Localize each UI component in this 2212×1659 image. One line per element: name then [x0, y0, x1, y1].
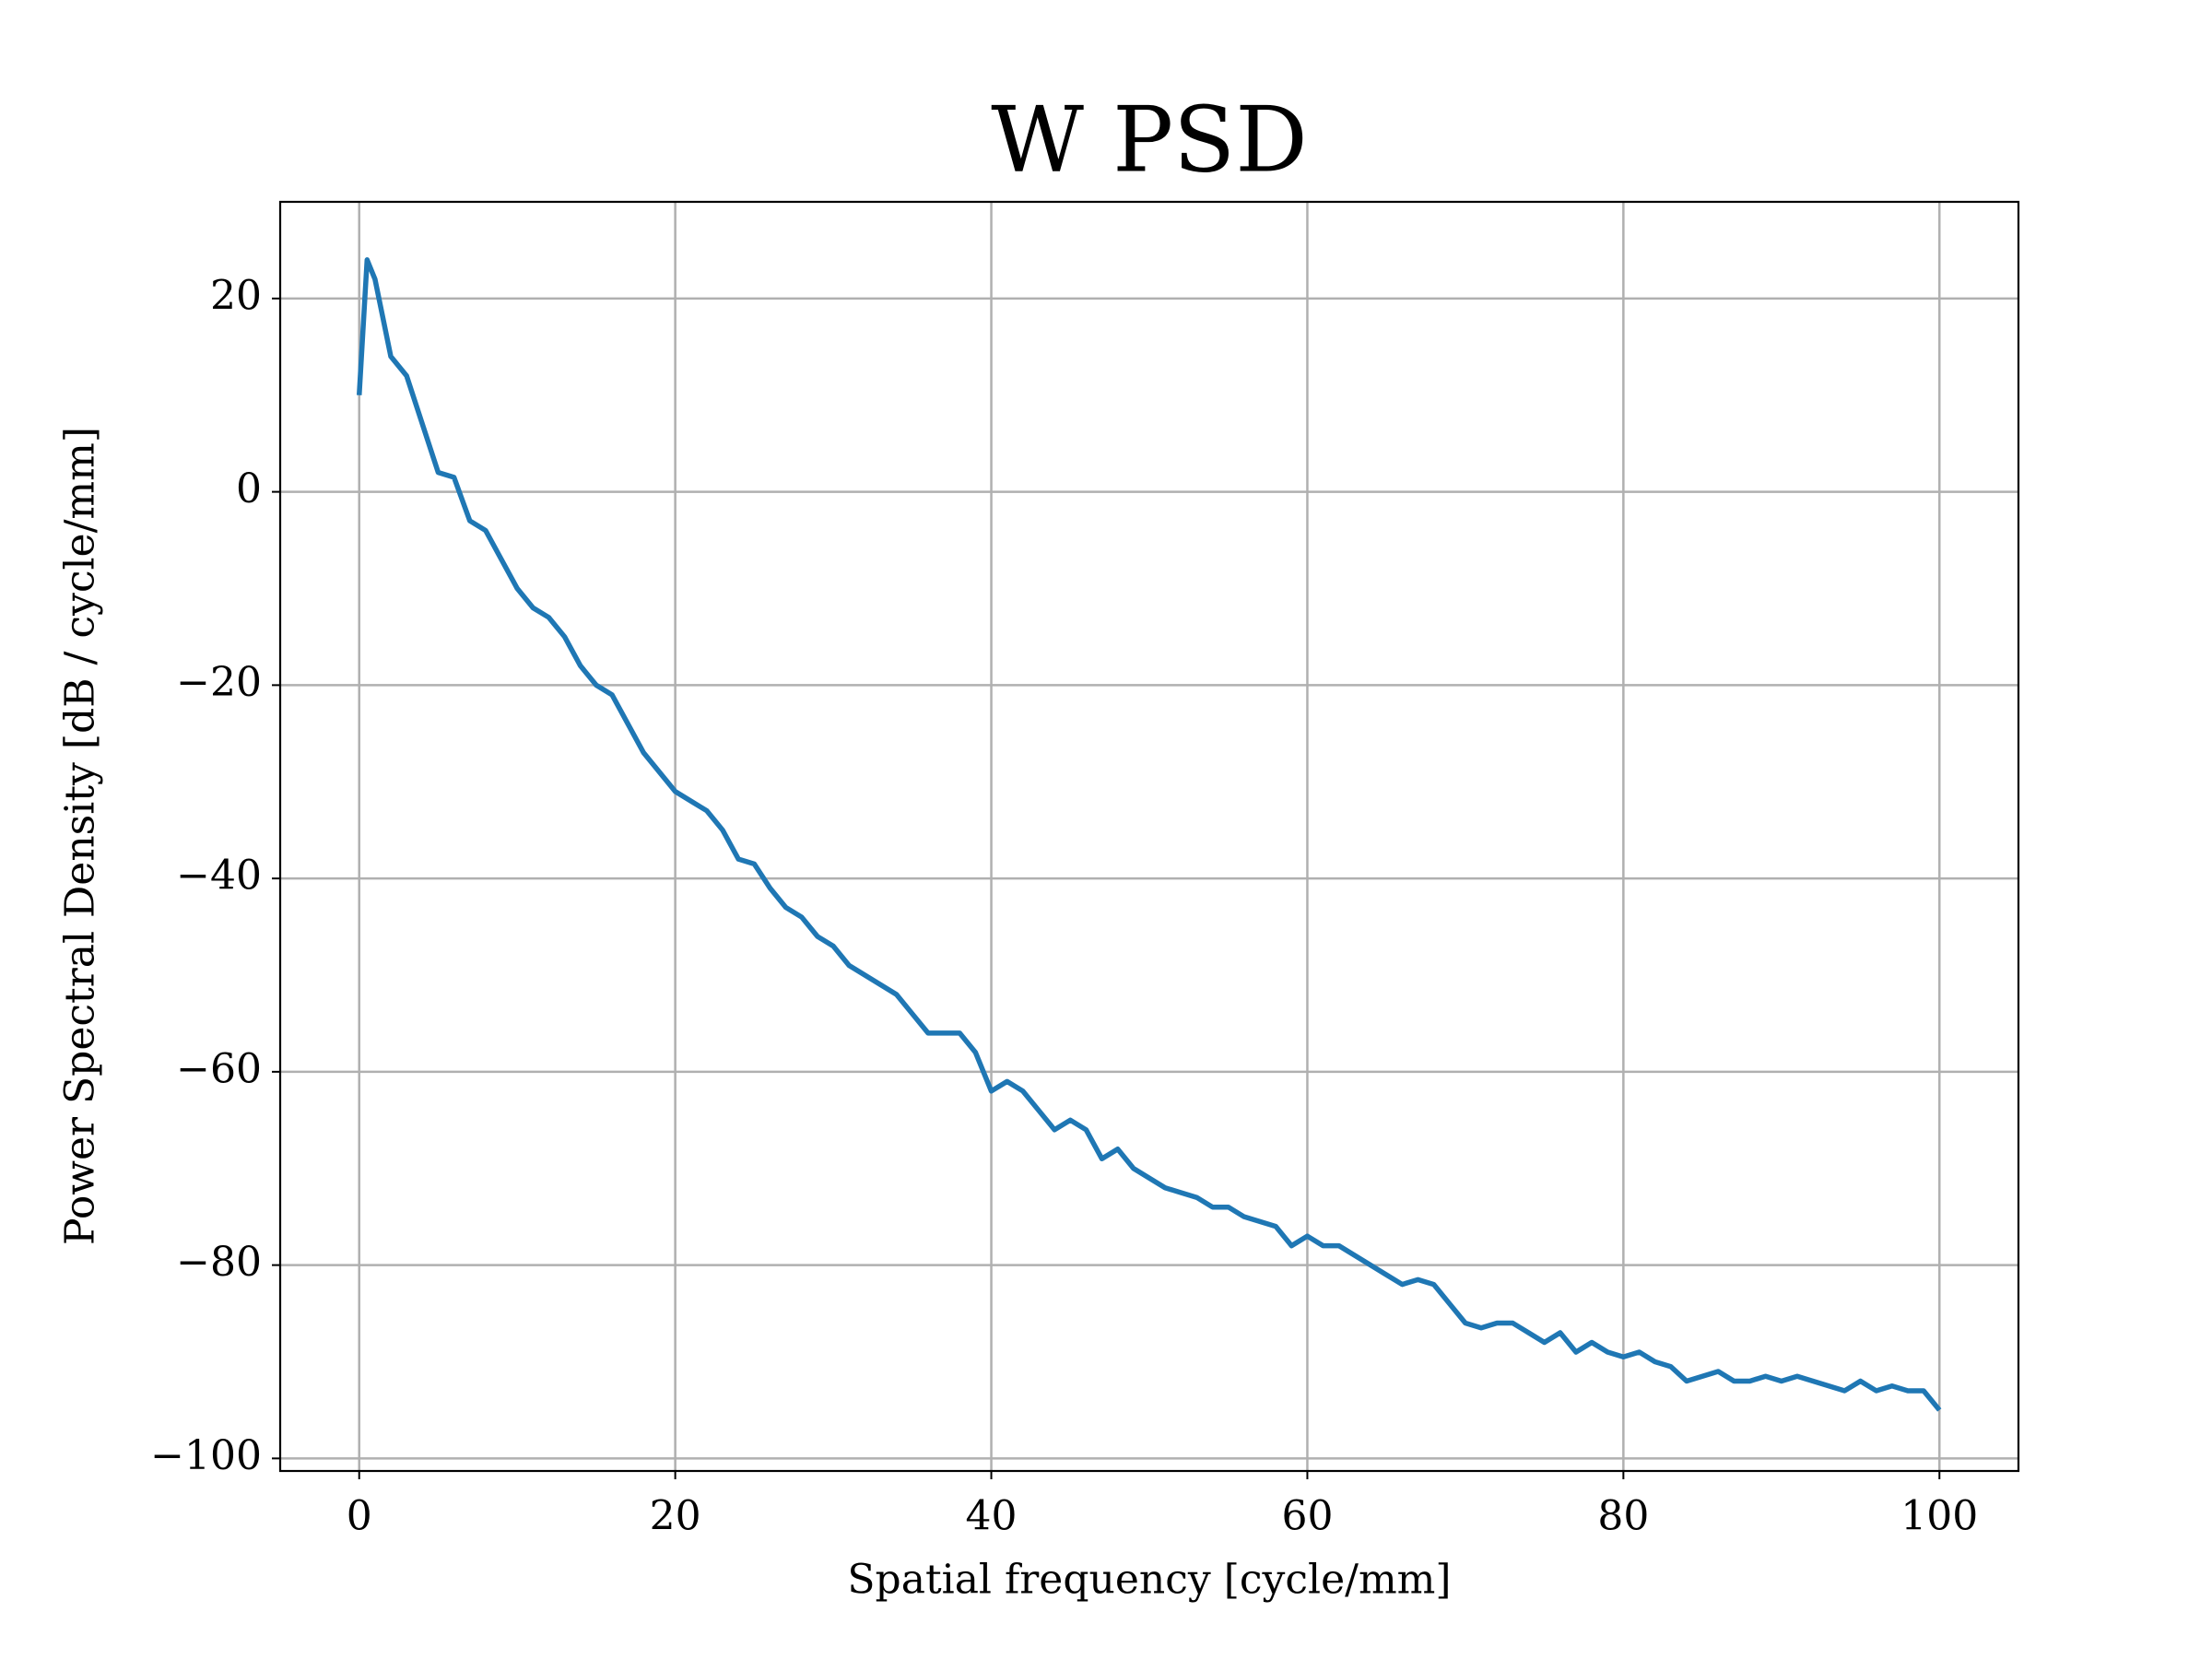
y-tick-label: −80	[176, 1239, 262, 1286]
plot-frame	[278, 200, 2020, 1473]
x-tick-label: 60	[1281, 1493, 1333, 1540]
chart-title: W PSD	[991, 88, 1308, 194]
y-tick-label: −60	[176, 1045, 262, 1092]
y-tick-label: −20	[176, 659, 262, 706]
y-tick-label: −40	[176, 853, 262, 900]
x-tick-label: 80	[1597, 1493, 1649, 1540]
x-tick-label: 20	[650, 1493, 701, 1540]
y-axis-label: Power Spectral Density [dB / cycle/mm]	[57, 427, 104, 1245]
y-tick-label: 20	[210, 272, 262, 319]
data-line	[356, 257, 1942, 1412]
y-tick-label: −100	[150, 1432, 262, 1479]
x-tick-label: 100	[1900, 1493, 1978, 1540]
x-tick-label: 40	[966, 1493, 1018, 1540]
y-tick-label: 0	[236, 465, 262, 512]
x-axis-label: Spatial frequency [cycle/mm]	[847, 1557, 1451, 1604]
x-tick-label: 0	[347, 1493, 372, 1540]
